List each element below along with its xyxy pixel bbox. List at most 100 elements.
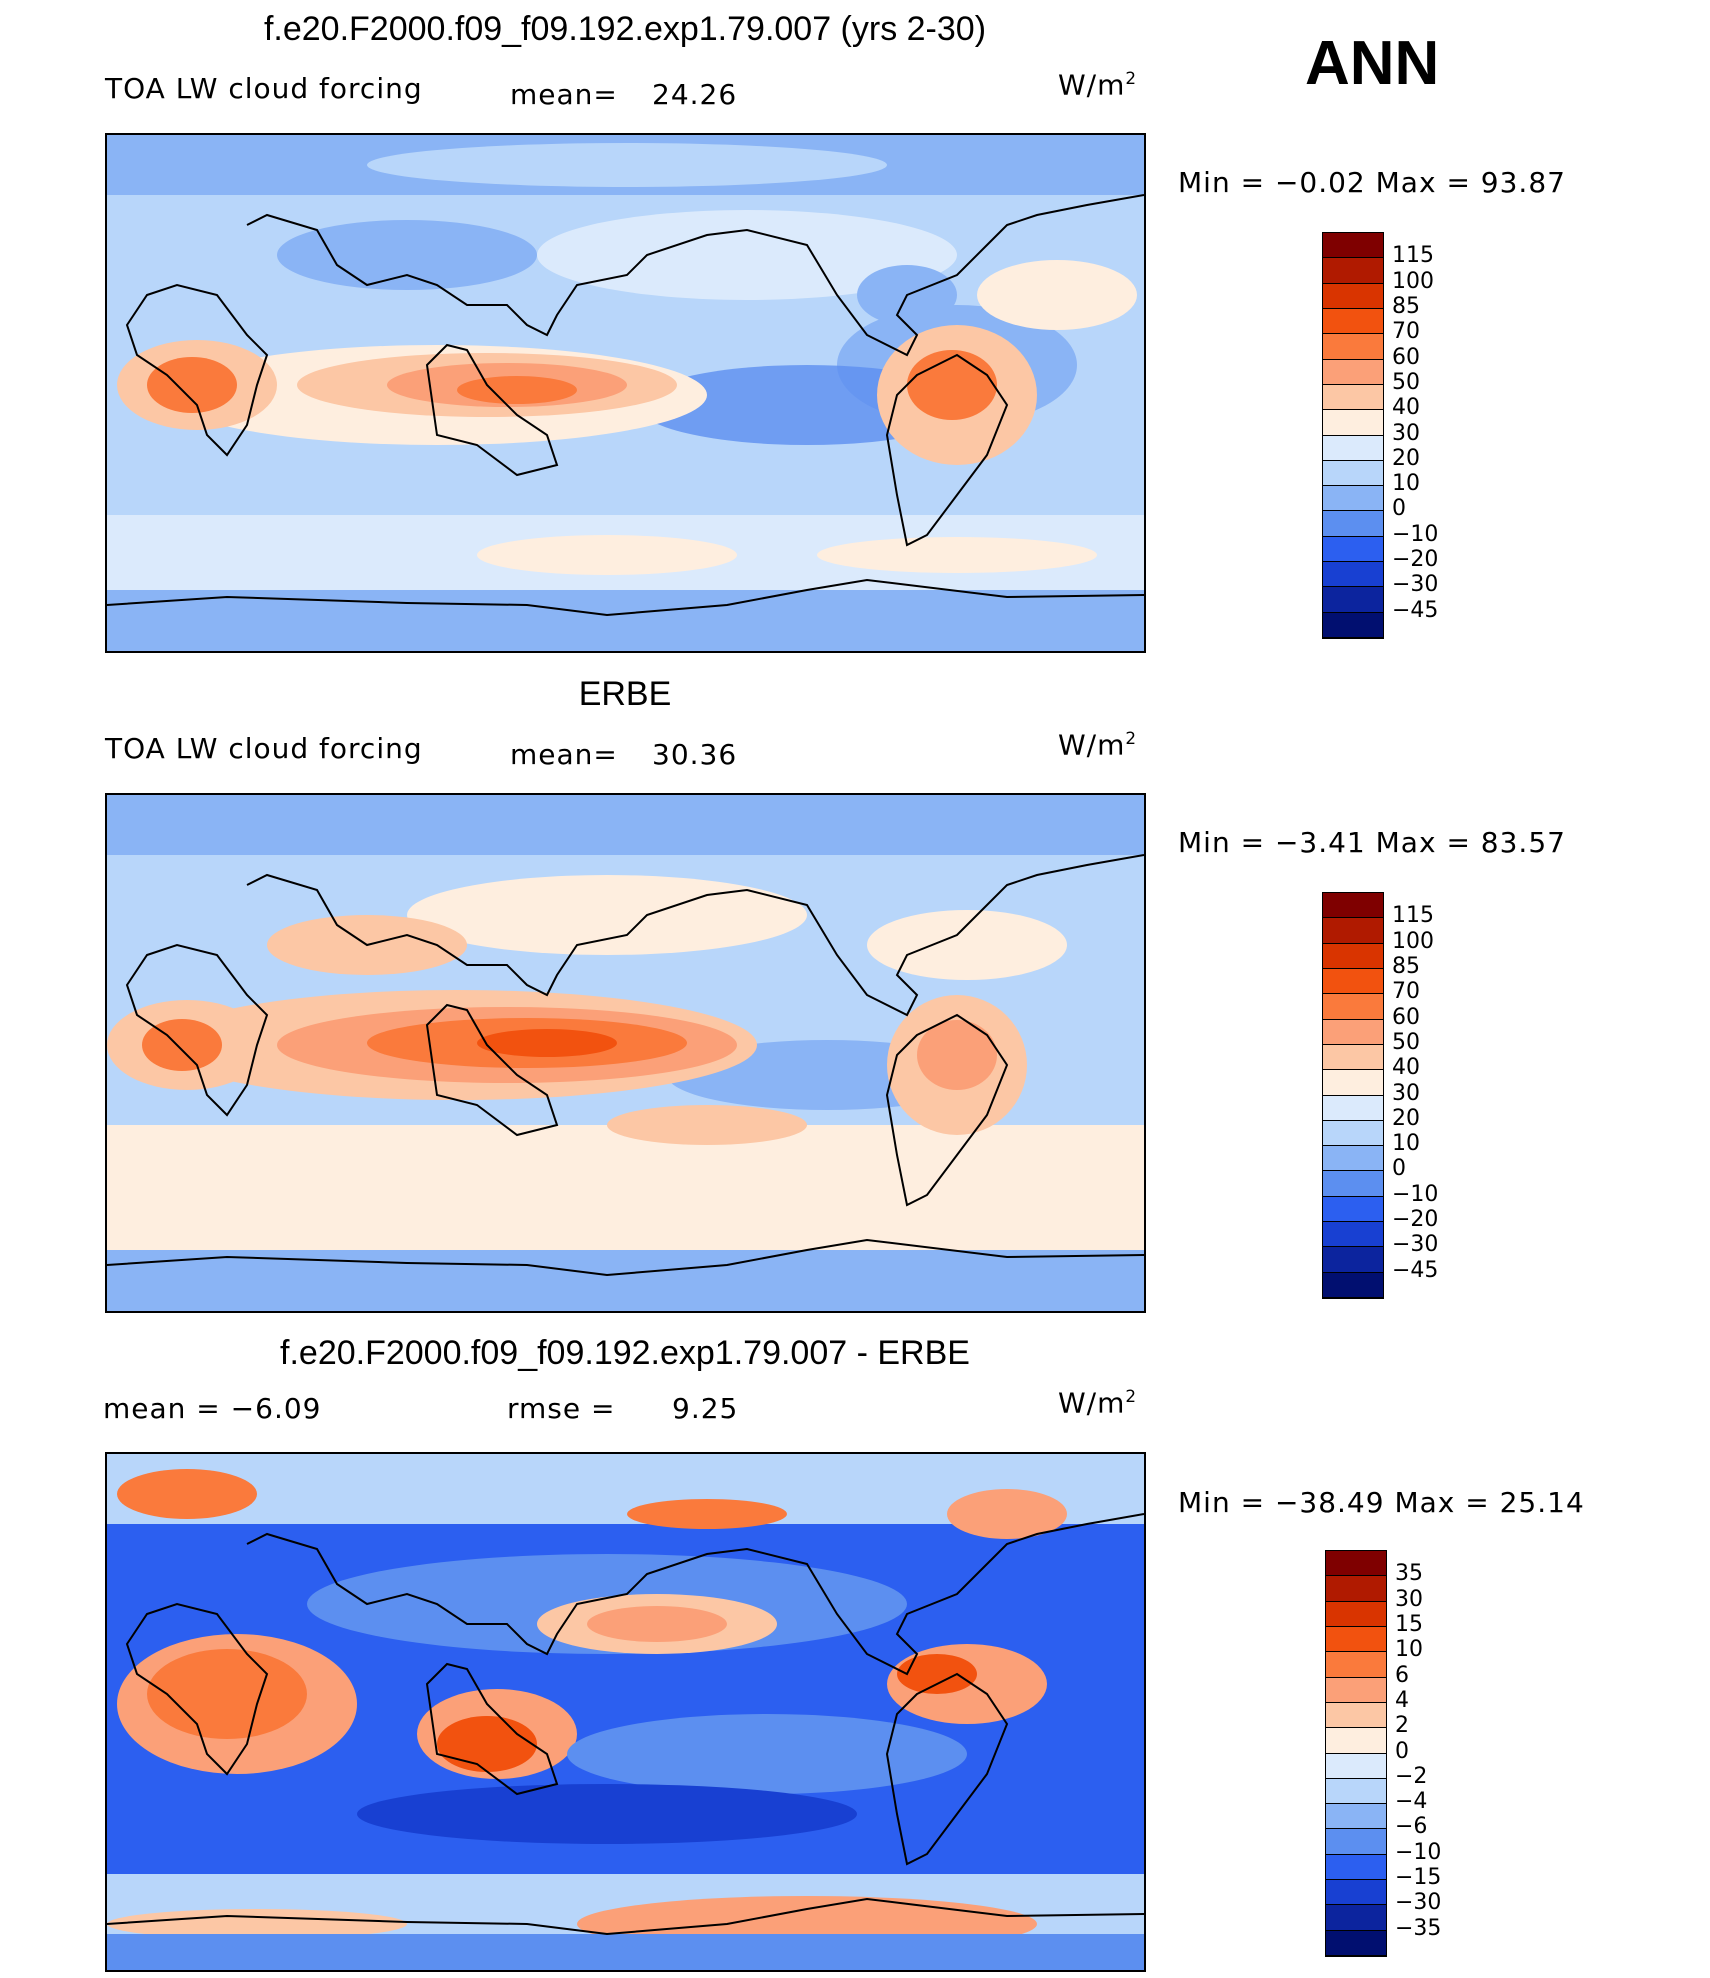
panel-1-contour-field bbox=[107, 135, 1144, 651]
colorbar-segment bbox=[1323, 1171, 1383, 1197]
colorbar-segment bbox=[1323, 511, 1383, 537]
panel-1-mean-value: 24.26 bbox=[652, 78, 738, 111]
colorbar-tick-label: 85 bbox=[1392, 293, 1420, 319]
panel-2-title: ERBE bbox=[578, 675, 672, 713]
colorbar-segment bbox=[1323, 1070, 1383, 1096]
panel-3-rmse-label: rmse = bbox=[507, 1392, 616, 1425]
colorbar-tick-label: −10 bbox=[1392, 521, 1439, 547]
colorbar-tick-label: 0 bbox=[1392, 496, 1406, 522]
colorbar-segment bbox=[1326, 1829, 1386, 1855]
colorbar-segment bbox=[1326, 1854, 1386, 1881]
colorbar-tick-label: −10 bbox=[1395, 1839, 1442, 1865]
colorbar-segment bbox=[1326, 1880, 1386, 1906]
colorbar-segment bbox=[1326, 1551, 1386, 1577]
colorbar-tick-label: 10 bbox=[1392, 471, 1420, 497]
colorbar-segment bbox=[1323, 283, 1383, 309]
colorbar-segment bbox=[1323, 384, 1383, 411]
colorbar-segment bbox=[1323, 435, 1383, 461]
colorbar-segment bbox=[1323, 994, 1383, 1020]
colorbar-segment bbox=[1326, 1753, 1386, 1779]
colorbar-tick-label: 4 bbox=[1395, 1687, 1409, 1713]
colorbar-tick-label: −6 bbox=[1395, 1814, 1428, 1840]
colorbar-tick-label: −35 bbox=[1395, 1915, 1442, 1941]
panel-1-mean-label: mean= bbox=[510, 78, 618, 111]
colorbar-tick-label: −20 bbox=[1392, 1207, 1439, 1233]
colorbar-segment bbox=[1323, 1196, 1383, 1223]
panel-2-units: W/m2 bbox=[1058, 728, 1138, 762]
colorbar-segment bbox=[1323, 893, 1383, 919]
colorbar-tick-label: −2 bbox=[1395, 1763, 1428, 1789]
panel-3-title: f.e20.F2000.f09_f09.192.exp1.79.007 - ER… bbox=[280, 1334, 970, 1372]
colorbar-segment bbox=[1323, 562, 1383, 588]
colorbar-tick-label: 100 bbox=[1392, 268, 1434, 294]
colorbar-segment bbox=[1326, 1778, 1386, 1805]
colorbar-tick-label: 115 bbox=[1392, 903, 1434, 929]
colorbar-segment bbox=[1323, 460, 1383, 487]
panel-1-range: Min = −0.02 Max = 93.87 bbox=[1178, 166, 1566, 199]
colorbar-segment bbox=[1326, 1728, 1386, 1754]
colorbar-segment bbox=[1323, 918, 1383, 944]
panel-1-field-label: TOA LW cloud forcing bbox=[105, 72, 423, 105]
colorbar-segment bbox=[1323, 1247, 1383, 1273]
colorbar-tick-label: 70 bbox=[1392, 319, 1420, 345]
colorbar-segment bbox=[1323, 308, 1383, 335]
panel-2-mean-label: mean= bbox=[510, 738, 618, 771]
panel-3-contour-field bbox=[107, 1454, 1144, 1970]
panel-2-mean-value: 30.36 bbox=[652, 738, 738, 771]
colorbar-tick-label: 40 bbox=[1392, 1055, 1420, 1081]
colorbar-tick-label: 10 bbox=[1392, 1131, 1420, 1157]
colorbar-tick-label: −45 bbox=[1392, 597, 1439, 623]
colorbar-tick-label: 35 bbox=[1395, 1561, 1423, 1587]
panel-2-field-label: TOA LW cloud forcing bbox=[105, 732, 423, 765]
colorbar-segment bbox=[1326, 1930, 1386, 1956]
colorbar-segment bbox=[1323, 536, 1383, 563]
panel-3-range: Min = −38.49 Max = 25.14 bbox=[1178, 1486, 1585, 1519]
colorbar-tick-label: 0 bbox=[1392, 1156, 1406, 1182]
colorbar-tick-label: −4 bbox=[1395, 1789, 1428, 1815]
colorbar-segment bbox=[1323, 1019, 1383, 1045]
colorbar-tick-label: −30 bbox=[1392, 572, 1439, 598]
colorbar-tick-label: 60 bbox=[1392, 344, 1420, 370]
colorbar-tick-label: 60 bbox=[1392, 1004, 1420, 1030]
colorbar-segment bbox=[1323, 1120, 1383, 1147]
colorbar-segment bbox=[1326, 1652, 1386, 1678]
panel-3-units: W/m2 bbox=[1058, 1386, 1138, 1420]
colorbar-segment bbox=[1326, 1905, 1386, 1931]
colorbar-segment bbox=[1323, 1222, 1383, 1248]
colorbar-tick-label: 115 bbox=[1392, 243, 1434, 269]
panel-1-map bbox=[105, 133, 1146, 653]
colorbar-segment bbox=[1326, 1804, 1386, 1830]
panel-3-rmse-value: 9.25 bbox=[672, 1392, 739, 1425]
colorbar-segment bbox=[1326, 1626, 1386, 1653]
colorbar-tick-label: 30 bbox=[1395, 1586, 1423, 1612]
colorbar-tick-label: 85 bbox=[1392, 953, 1420, 979]
colorbar-tick-label: −30 bbox=[1392, 1232, 1439, 1258]
colorbar-tick-label: 20 bbox=[1392, 1105, 1420, 1131]
colorbar-segment bbox=[1326, 1702, 1386, 1729]
colorbar-segment bbox=[1323, 943, 1383, 969]
colorbar-segment bbox=[1326, 1601, 1386, 1627]
panel-2-contour-field bbox=[107, 795, 1144, 1311]
colorbar-segment bbox=[1323, 410, 1383, 436]
colorbar-tick-label: 30 bbox=[1392, 420, 1420, 446]
panel-1-title: f.e20.F2000.f09_f09.192.exp1.79.007 (yrs… bbox=[263, 10, 987, 48]
colorbar-tick-label: 2 bbox=[1395, 1713, 1409, 1739]
colorbar-segment bbox=[1323, 1146, 1383, 1172]
panel-3-map bbox=[105, 1452, 1146, 1972]
colorbar-segment bbox=[1323, 1272, 1383, 1298]
colorbar-tick-label: −15 bbox=[1395, 1865, 1442, 1891]
colorbar-segment bbox=[1326, 1576, 1386, 1602]
colorbar-tick-label: 6 bbox=[1395, 1662, 1409, 1688]
panel-3-mean-text: mean = −6.09 bbox=[103, 1392, 322, 1425]
colorbar-segment bbox=[1323, 587, 1383, 613]
colorbar-segment bbox=[1323, 1044, 1383, 1071]
colorbar-tick-label: 50 bbox=[1392, 1029, 1420, 1055]
colorbar-tick-label: 50 bbox=[1392, 369, 1420, 395]
colorbar-segment bbox=[1323, 334, 1383, 360]
colorbar-segment bbox=[1326, 1677, 1386, 1703]
panel-2-map bbox=[105, 793, 1146, 1313]
colorbar-tick-label: 30 bbox=[1392, 1080, 1420, 1106]
panel-2-colorbar bbox=[1322, 892, 1384, 1299]
colorbar-tick-label: 15 bbox=[1395, 1611, 1423, 1637]
colorbar-tick-label: 20 bbox=[1392, 445, 1420, 471]
